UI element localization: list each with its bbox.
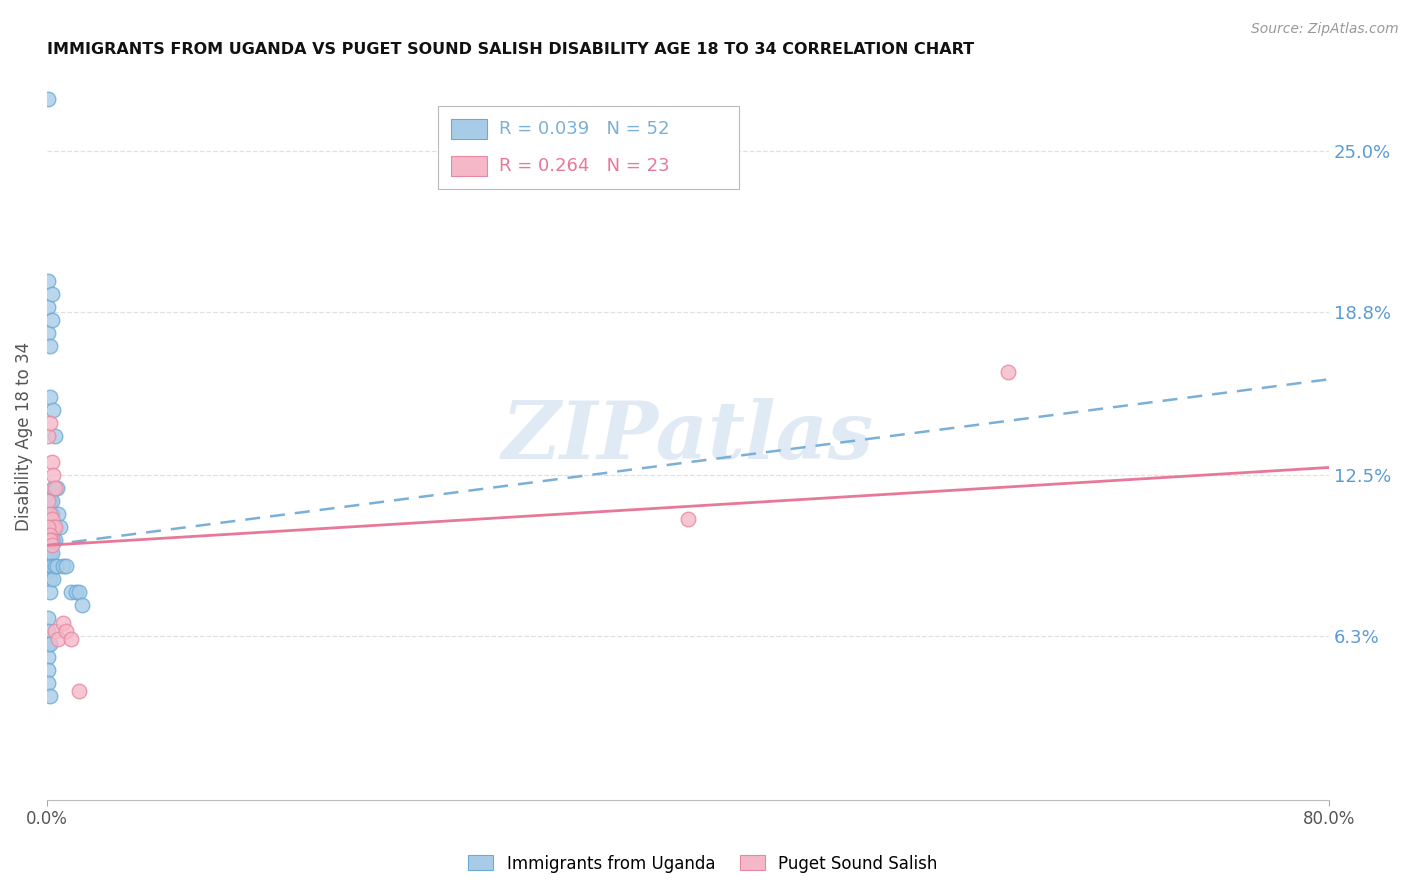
- Point: [39, 689, 62, 703]
- Point: [39, 507, 62, 521]
- Point: [39, 637, 62, 651]
- Point: [48, 520, 70, 534]
- Point: [44, 624, 66, 638]
- Point: [37, 429, 59, 443]
- Point: [42, 572, 65, 586]
- Point: [42, 468, 65, 483]
- Point: [41, 538, 63, 552]
- Point: [70, 598, 93, 612]
- Point: [44, 481, 66, 495]
- Point: [39, 520, 62, 534]
- FancyBboxPatch shape: [437, 106, 740, 189]
- Point: [67, 683, 90, 698]
- Point: [37, 494, 59, 508]
- Point: [42, 403, 65, 417]
- Point: [44, 559, 66, 574]
- Point: [37, 274, 59, 288]
- Point: [37, 507, 59, 521]
- Point: [45, 559, 67, 574]
- Point: [39, 585, 62, 599]
- Point: [41, 286, 63, 301]
- Point: [37, 326, 59, 340]
- Point: [46, 507, 69, 521]
- Point: [37, 494, 59, 508]
- Point: [41, 559, 63, 574]
- Point: [44, 520, 66, 534]
- Point: [44, 429, 66, 443]
- Point: [37, 533, 59, 548]
- Y-axis label: Disability Age 18 to 34: Disability Age 18 to 34: [15, 342, 32, 531]
- Point: [37, 520, 59, 534]
- Point: [41, 507, 63, 521]
- Point: [676, 512, 699, 526]
- Point: [37, 92, 59, 106]
- Text: R = 0.039   N = 52: R = 0.039 N = 52: [499, 120, 669, 138]
- Point: [42, 533, 65, 548]
- Point: [39, 507, 62, 521]
- Point: [39, 417, 62, 431]
- Point: [37, 675, 59, 690]
- Point: [41, 546, 63, 560]
- Point: [52, 616, 75, 631]
- Point: [39, 391, 62, 405]
- Point: [55, 559, 77, 574]
- Point: [39, 494, 62, 508]
- Point: [37, 611, 59, 625]
- Legend: Immigrants from Uganda, Puget Sound Salish: Immigrants from Uganda, Puget Sound Sali…: [461, 848, 945, 880]
- Point: [65, 585, 87, 599]
- Point: [39, 559, 62, 574]
- Point: [39, 533, 62, 548]
- Text: IMMIGRANTS FROM UGANDA VS PUGET SOUND SALISH DISABILITY AGE 18 TO 34 CORRELATION: IMMIGRANTS FROM UGANDA VS PUGET SOUND SA…: [46, 42, 974, 57]
- Point: [997, 364, 1019, 378]
- Point: [37, 520, 59, 534]
- Point: [41, 512, 63, 526]
- Point: [37, 663, 59, 677]
- Point: [37, 649, 59, 664]
- Point: [44, 533, 66, 548]
- Text: R = 0.264   N = 23: R = 0.264 N = 23: [499, 157, 671, 175]
- FancyBboxPatch shape: [451, 156, 486, 177]
- Point: [67, 585, 90, 599]
- FancyBboxPatch shape: [451, 120, 486, 139]
- Text: ZIPatlas: ZIPatlas: [502, 398, 875, 475]
- Point: [39, 528, 62, 542]
- Point: [46, 632, 69, 646]
- Point: [59, 632, 82, 646]
- Point: [41, 494, 63, 508]
- Point: [37, 624, 59, 638]
- Point: [42, 481, 65, 495]
- Point: [37, 546, 59, 560]
- Point: [39, 572, 62, 586]
- Text: Source: ZipAtlas.com: Source: ZipAtlas.com: [1251, 22, 1399, 37]
- Point: [55, 624, 77, 638]
- Point: [41, 455, 63, 469]
- Point: [41, 533, 63, 548]
- Point: [42, 520, 65, 534]
- Point: [37, 300, 59, 314]
- Point: [59, 585, 82, 599]
- Point: [52, 559, 75, 574]
- Point: [41, 312, 63, 326]
- Point: [39, 533, 62, 548]
- Point: [45, 481, 67, 495]
- Point: [39, 546, 62, 560]
- Point: [37, 637, 59, 651]
- Point: [37, 564, 59, 578]
- Point: [41, 533, 63, 548]
- Point: [39, 338, 62, 352]
